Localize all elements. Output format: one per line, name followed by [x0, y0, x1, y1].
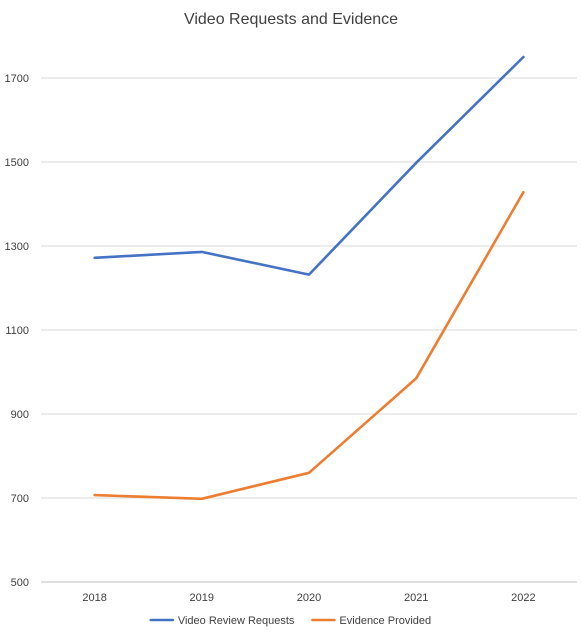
series-line-1 — [93, 190, 525, 501]
y-axis-ticks: 500 700 900 1100 1300 1500 1700 — [5, 73, 29, 589]
y-tick-label: 1500 — [5, 157, 29, 169]
legend-label: Evidence Provided — [339, 615, 431, 627]
x-tick-label: 2022 — [511, 592, 535, 604]
y-tick-label: 500 — [11, 577, 29, 589]
y-tick-label: 1100 — [5, 325, 29, 337]
y-tick-label: 900 — [11, 409, 29, 421]
legend-label: Video Review Requests — [178, 615, 295, 627]
y-tick-label: 700 — [11, 493, 29, 505]
y-tick-label: 1300 — [5, 241, 29, 253]
series-line-0 — [93, 55, 525, 276]
x-tick-label: 2019 — [190, 592, 214, 604]
x-axis-ticks: 2018 2019 2020 2021 2022 — [82, 592, 535, 604]
chart-title: Video Requests and Evidence — [184, 11, 398, 28]
series-lines — [93, 55, 525, 501]
legend: Video Review Requests Evidence Provided — [149, 615, 431, 627]
x-tick-label: 2021 — [404, 592, 428, 604]
x-tick-label: 2020 — [297, 592, 321, 604]
y-tick-label: 1700 — [5, 73, 29, 85]
gridlines — [41, 77, 577, 583]
x-tick-label: 2018 — [82, 592, 106, 604]
